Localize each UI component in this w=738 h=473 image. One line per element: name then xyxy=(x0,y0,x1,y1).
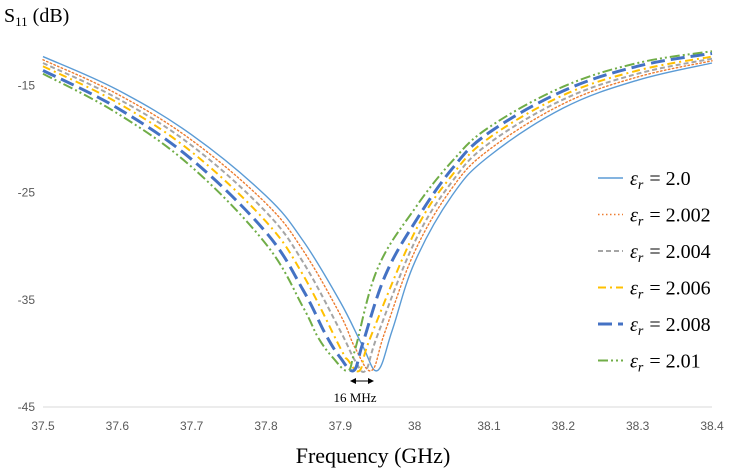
x-tick-label: 37.9 xyxy=(329,419,353,433)
legend-label: εr = 2.008 xyxy=(630,314,711,339)
legend-label-sub: r xyxy=(638,361,644,376)
series-line-2 xyxy=(42,57,713,374)
y-tick-label: -45 xyxy=(18,400,36,414)
annotation-arrowhead-left xyxy=(350,378,356,384)
legend-label-symbol: ε xyxy=(630,278,638,300)
legend-label-symbol: ε xyxy=(630,168,638,190)
x-tick-label: 38.1 xyxy=(477,419,501,433)
legend-label-value: = 2.0 xyxy=(649,168,690,190)
y-tick-labels: -15 -25 -35 -45 xyxy=(18,79,36,414)
legend-label: εr = 2.002 xyxy=(630,205,711,230)
y-tick-label: -15 xyxy=(18,79,36,93)
legend-label: εr = 2.004 xyxy=(630,241,711,266)
series-line-1 xyxy=(42,59,713,372)
x-tick-label: 38.4 xyxy=(700,419,724,433)
series-line-0 xyxy=(42,55,713,372)
annotation-label: 16 MHz xyxy=(334,390,377,405)
y-axis-title-main: S xyxy=(4,5,15,27)
x-tick-label: 37.8 xyxy=(254,419,278,433)
y-tick-label: -35 xyxy=(18,293,36,307)
legend-label-sub: r xyxy=(638,324,644,339)
y-axis-title: S11 (dB) xyxy=(4,5,69,29)
y-axis-title-unit: (dB) xyxy=(33,5,70,27)
series-line-5 xyxy=(42,50,713,372)
series-lines xyxy=(42,50,713,374)
legend-label-value: = 2.008 xyxy=(649,314,710,336)
legend-label: εr = 2.006 xyxy=(630,278,711,303)
legend-label-symbol: ε xyxy=(630,205,638,227)
legend-label-value: = 2.004 xyxy=(649,241,710,263)
legend-label-value: = 2.01 xyxy=(649,351,700,373)
legend-label-sub: r xyxy=(638,251,644,266)
x-tick-label: 38 xyxy=(408,419,422,433)
legend-label-symbol: ε xyxy=(630,314,638,336)
x-tick-label: 37.6 xyxy=(106,419,130,433)
legend-label-symbol: ε xyxy=(630,241,638,263)
x-axis-title: Frequency (GHz) xyxy=(296,443,451,468)
legend-label-sub: r xyxy=(638,215,644,230)
series-line-3 xyxy=(42,55,713,373)
x-tick-label: 37.7 xyxy=(180,419,204,433)
legend-label-value: = 2.006 xyxy=(649,278,710,300)
y-tick-label: -25 xyxy=(18,186,36,200)
x-tick-labels: 37.5 37.6 37.7 37.8 37.9 38 38.1 38.2 38.3 38.4 xyxy=(31,419,724,433)
legend-label-sub: r xyxy=(638,288,644,303)
bandwidth-annotation: 16 MHz xyxy=(334,378,377,405)
legend-label: εr = 2.0 xyxy=(630,168,691,193)
legend-label-sub: r xyxy=(638,178,644,193)
x-tick-label: 38.3 xyxy=(626,419,650,433)
legend-label: εr = 2.01 xyxy=(630,351,701,376)
annotation-arrowhead-right xyxy=(368,378,374,384)
x-tick-label: 38.2 xyxy=(552,419,576,433)
series-line-4 xyxy=(42,51,713,373)
x-tick-label: 37.5 xyxy=(31,419,55,433)
legend-label-value: = 2.002 xyxy=(649,205,710,227)
y-axis-title-sub: 11 xyxy=(15,14,28,29)
legend-label-symbol: ε xyxy=(630,351,638,373)
